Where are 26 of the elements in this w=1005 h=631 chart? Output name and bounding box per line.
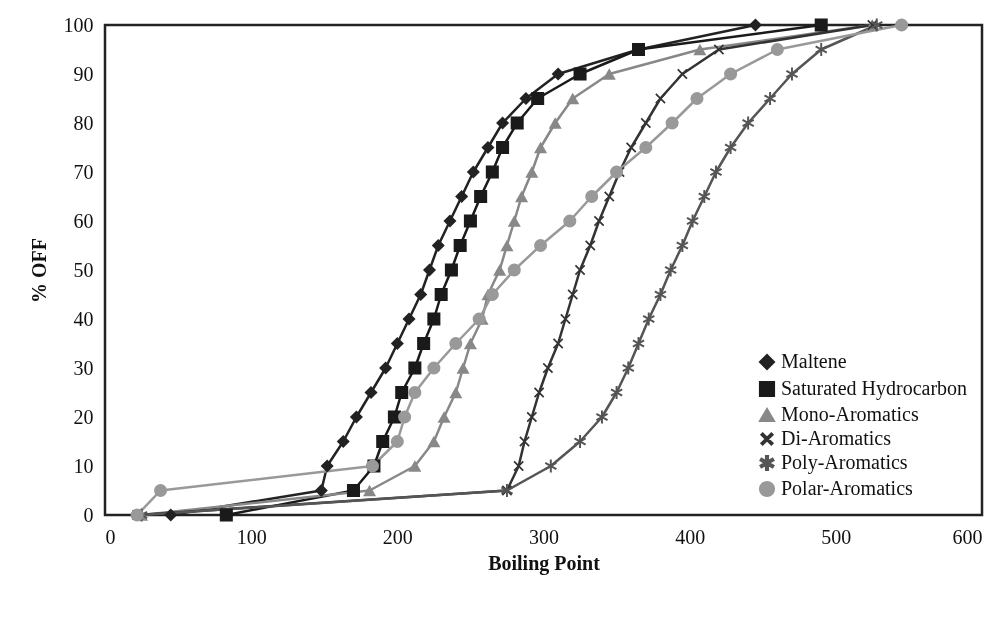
y-tick-label: 100 bbox=[63, 13, 94, 36]
y-tick-label: 40 bbox=[73, 307, 94, 330]
x-tick-label: 300 bbox=[529, 525, 559, 548]
x-tick-label: 400 bbox=[675, 525, 706, 548]
y-tick-label: 20 bbox=[73, 405, 94, 428]
y-tick-label: 90 bbox=[73, 62, 94, 85]
y-tick-label: 80 bbox=[73, 111, 94, 134]
x-tick-label: 100 bbox=[236, 525, 267, 548]
y-tick-label: 70 bbox=[73, 160, 94, 183]
y-tick-label: 60 bbox=[73, 209, 94, 232]
x-tick-label: 600 bbox=[952, 525, 983, 548]
legend-label: Poly-Aromatics bbox=[781, 451, 908, 474]
legend-label: Maltene bbox=[781, 350, 847, 372]
x-tick-label: 200 bbox=[382, 525, 413, 548]
y-tick-label: 30 bbox=[73, 356, 94, 379]
y-tick-label: 0 bbox=[83, 503, 94, 526]
legend-label: Saturated Hydrocarbon bbox=[781, 377, 968, 400]
y-tick-label: 10 bbox=[73, 454, 94, 477]
x-axis-title: Boiling Point bbox=[488, 551, 601, 575]
y-tick-label: 50 bbox=[73, 258, 94, 281]
x-tick-label: 500 bbox=[821, 525, 852, 548]
x-tick-label: 0 bbox=[105, 525, 116, 548]
y-axis-title: % OFF bbox=[27, 238, 50, 303]
legend-label: Di-Aromatics bbox=[781, 427, 892, 449]
legend-label: Polar-Aromatics bbox=[781, 477, 913, 499]
legend-label: Mono-Aromatics bbox=[781, 403, 919, 425]
